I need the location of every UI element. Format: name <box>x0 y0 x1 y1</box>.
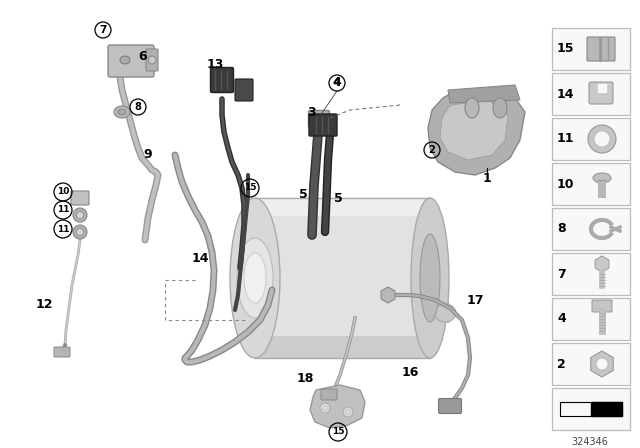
Text: 4: 4 <box>557 313 566 326</box>
Text: 11: 11 <box>57 206 69 215</box>
Text: 4: 4 <box>333 78 340 88</box>
Polygon shape <box>448 85 520 103</box>
Text: 10: 10 <box>57 188 69 197</box>
Polygon shape <box>310 385 365 428</box>
Text: 8: 8 <box>557 223 566 236</box>
Bar <box>552 208 630 250</box>
Text: 11: 11 <box>557 133 575 146</box>
FancyBboxPatch shape <box>71 191 89 205</box>
Circle shape <box>73 225 87 239</box>
Text: 15: 15 <box>244 184 256 193</box>
Text: 7: 7 <box>557 267 566 280</box>
Circle shape <box>594 131 610 147</box>
Text: 324346: 324346 <box>572 437 609 447</box>
Bar <box>552 163 630 205</box>
FancyBboxPatch shape <box>309 114 337 136</box>
Ellipse shape <box>114 106 130 118</box>
Text: 18: 18 <box>296 371 314 384</box>
Circle shape <box>77 228 83 236</box>
Polygon shape <box>440 100 508 160</box>
Bar <box>552 28 630 70</box>
FancyBboxPatch shape <box>235 79 253 101</box>
Text: 12: 12 <box>35 298 52 311</box>
Circle shape <box>323 406 327 410</box>
Text: 2: 2 <box>429 145 435 155</box>
Text: 5: 5 <box>299 189 307 202</box>
Bar <box>552 388 630 430</box>
Bar <box>552 253 630 295</box>
Ellipse shape <box>244 253 266 303</box>
FancyBboxPatch shape <box>211 68 234 92</box>
Text: 10: 10 <box>557 177 575 190</box>
FancyBboxPatch shape <box>587 37 615 61</box>
FancyBboxPatch shape <box>308 111 330 128</box>
Bar <box>598 180 606 198</box>
Text: 5: 5 <box>333 191 342 204</box>
Polygon shape <box>428 90 525 175</box>
Circle shape <box>346 410 350 414</box>
Ellipse shape <box>493 98 507 118</box>
Bar <box>255 198 430 216</box>
Circle shape <box>319 115 325 121</box>
Bar <box>430 303 450 323</box>
Text: 7: 7 <box>99 25 107 35</box>
Bar <box>255 336 430 358</box>
Text: 6: 6 <box>139 51 147 64</box>
Text: 15: 15 <box>332 427 344 436</box>
Circle shape <box>148 56 156 64</box>
Circle shape <box>588 125 616 153</box>
Bar <box>552 343 630 385</box>
Circle shape <box>73 208 87 222</box>
Text: 17: 17 <box>467 293 484 306</box>
Circle shape <box>320 403 330 413</box>
Ellipse shape <box>593 173 611 183</box>
Bar <box>552 118 630 160</box>
FancyBboxPatch shape <box>438 399 461 414</box>
Text: 9: 9 <box>144 148 152 161</box>
Text: 11: 11 <box>57 224 69 233</box>
Bar <box>552 298 630 340</box>
Text: 4: 4 <box>333 77 341 90</box>
FancyBboxPatch shape <box>592 300 612 312</box>
Circle shape <box>77 211 83 219</box>
Text: 8: 8 <box>134 102 141 112</box>
Ellipse shape <box>118 109 126 115</box>
Ellipse shape <box>237 238 273 318</box>
Text: 1: 1 <box>483 172 492 185</box>
Bar <box>255 198 430 358</box>
Ellipse shape <box>230 198 280 358</box>
Text: 16: 16 <box>401 366 419 379</box>
Bar <box>552 73 630 115</box>
Circle shape <box>343 407 353 417</box>
Ellipse shape <box>411 198 449 358</box>
Ellipse shape <box>465 98 479 118</box>
Ellipse shape <box>434 304 456 322</box>
Text: 2: 2 <box>557 358 566 370</box>
FancyBboxPatch shape <box>54 347 70 357</box>
Text: 15: 15 <box>557 43 575 56</box>
FancyBboxPatch shape <box>108 45 154 77</box>
Circle shape <box>596 358 608 370</box>
FancyBboxPatch shape <box>321 389 337 400</box>
Text: 14: 14 <box>191 251 209 264</box>
Text: 14: 14 <box>557 87 575 100</box>
FancyBboxPatch shape <box>146 49 158 71</box>
Ellipse shape <box>420 234 440 322</box>
Text: 3: 3 <box>308 105 316 119</box>
Ellipse shape <box>120 56 130 64</box>
Text: 13: 13 <box>206 59 224 72</box>
FancyBboxPatch shape <box>589 82 613 104</box>
